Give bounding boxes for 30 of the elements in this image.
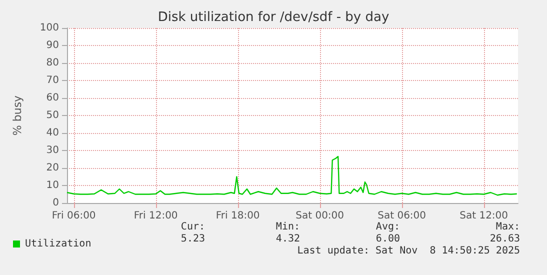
y-tick-label: 40 bbox=[46, 128, 59, 138]
y-tick-label: 70 bbox=[46, 75, 59, 86]
y-tick-label: 10 bbox=[46, 180, 59, 191]
x-tick-label: Fri 18:00 bbox=[216, 210, 260, 222]
x-tick-label: Sat 00:00 bbox=[296, 210, 344, 222]
y-tick-label: 60 bbox=[46, 92, 59, 104]
x-tick-label: Sat 12:00 bbox=[460, 210, 508, 222]
line-series bbox=[66, 156, 518, 196]
chart-title: Disk utilization for /dev/sdf - by day bbox=[158, 10, 390, 25]
x-tick-label: Fri 12:00 bbox=[134, 210, 178, 222]
y-tick-label: 90 bbox=[46, 40, 59, 51]
y-axis-title: % busy bbox=[11, 94, 24, 136]
text: Last update: Sat Nov 8 14:50:25 2025 bbox=[297, 246, 520, 256]
legend-label: Utilization bbox=[25, 238, 92, 250]
x-tick-label: Sat 06:00 bbox=[378, 210, 426, 222]
text: 4.32 bbox=[276, 234, 300, 244]
y-tick-label: 20 bbox=[46, 162, 59, 174]
y-tick-label: 30 bbox=[46, 145, 59, 156]
text: 26.63 bbox=[490, 234, 520, 244]
text: 5.23 bbox=[180, 234, 206, 244]
text: Max: bbox=[496, 222, 520, 232]
text: Min: bbox=[276, 222, 300, 232]
x-tick-label: Fri 06:00 bbox=[52, 210, 96, 222]
y-tick-label: 50 bbox=[46, 110, 59, 121]
text: 6.00 bbox=[376, 234, 400, 244]
text: Avg: bbox=[376, 222, 400, 232]
y-tick-label: 100 bbox=[40, 22, 59, 34]
y-tick-label: 80 bbox=[46, 58, 59, 68]
y-tick-label: 0 bbox=[52, 198, 59, 208]
text: Cur: bbox=[180, 222, 206, 232]
